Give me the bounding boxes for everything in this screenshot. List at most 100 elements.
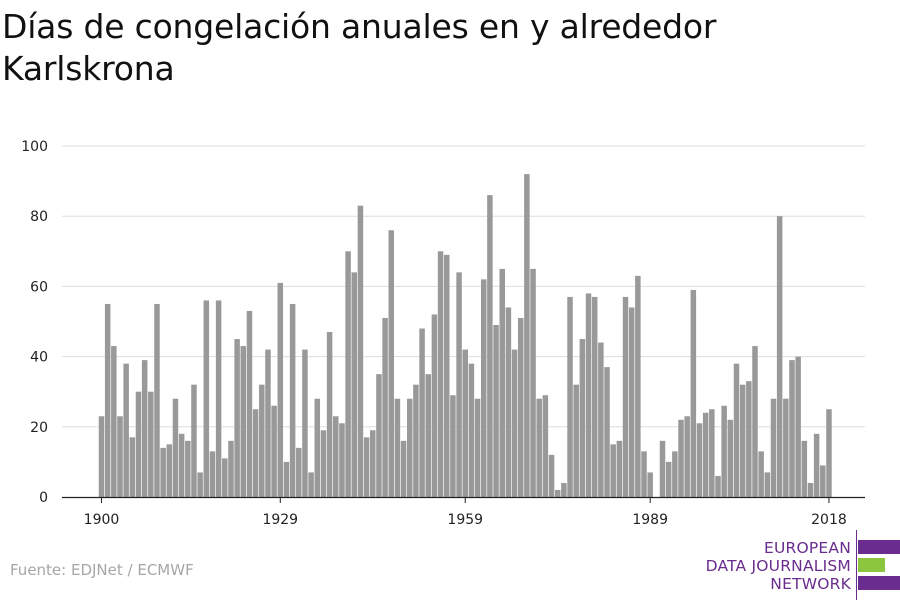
bar-1963 — [487, 195, 493, 497]
bar-1996 — [690, 289, 697, 497]
bar-1986 — [628, 307, 635, 497]
bar-2014 — [801, 440, 808, 497]
y-tick-labels: 0 20 40 60 80 100 — [21, 139, 48, 506]
bar-1997 — [696, 423, 703, 497]
bar-1955 — [437, 251, 444, 497]
chart-title: Días de congelación anuales en y alreded… — [2, 7, 717, 88]
bar-2002 — [727, 419, 734, 497]
bar-1976 — [567, 296, 573, 497]
bar-2005 — [746, 381, 752, 497]
bar-1993 — [672, 451, 678, 497]
bar-1909 — [154, 303, 160, 497]
y-tick-label: 0 — [39, 490, 48, 506]
bar-1974 — [554, 489, 561, 497]
bar-1981 — [598, 342, 604, 497]
bar-1982 — [604, 367, 610, 497]
bar-1928 — [271, 405, 277, 497]
bar-1962 — [480, 279, 487, 497]
source-note: Fuente: EDJNet / ECMWF — [10, 561, 194, 579]
bar-1948 — [394, 398, 401, 497]
logo-divider — [856, 530, 857, 600]
bar-1914 — [185, 440, 191, 497]
bar-2004 — [739, 384, 746, 497]
bar-1944 — [370, 430, 376, 497]
bar-2009 — [770, 398, 777, 497]
bar-1915 — [191, 384, 197, 497]
bar-1908 — [148, 391, 154, 497]
bar-1959 — [462, 349, 468, 497]
bar-1916 — [197, 472, 203, 497]
bar-1970 — [530, 268, 536, 497]
edjnet-logo: EUROPEAN DATA JOURNALISM NETWORK — [690, 530, 900, 600]
bar-1958 — [456, 272, 462, 497]
bar-1957 — [450, 395, 456, 497]
bar-1966 — [505, 307, 512, 497]
bar-1971 — [536, 398, 542, 497]
bar-1978 — [579, 339, 586, 497]
bar-2016 — [813, 433, 820, 497]
x-tick-label: 1900 — [84, 512, 120, 528]
y-tick-label: 100 — [21, 139, 48, 155]
bars — [98, 174, 832, 498]
bar-1931 — [289, 303, 296, 497]
x-axis: 1900 1929 1959 1989 2018 — [62, 496, 865, 528]
bar-1921 — [228, 440, 234, 497]
bar-1920 — [222, 458, 228, 497]
bar-2003 — [733, 363, 740, 497]
bar-1941 — [351, 272, 358, 497]
bar-1929 — [277, 282, 284, 497]
x-tick-label: 1989 — [632, 512, 668, 528]
y-tick-label: 40 — [30, 350, 48, 366]
bar-1954 — [431, 314, 438, 497]
bar-2012 — [789, 360, 795, 497]
bar-1937 — [326, 332, 333, 497]
bar-1942 — [357, 205, 364, 498]
bar-1923 — [240, 346, 247, 497]
bar-1964 — [493, 325, 499, 497]
bar-1975 — [561, 482, 567, 497]
bar-1977 — [573, 384, 579, 497]
bar-1951 — [413, 384, 419, 497]
bar-1938 — [333, 416, 339, 497]
bar-1913 — [178, 433, 185, 497]
bar-2010 — [776, 216, 783, 497]
bar-1946 — [382, 317, 388, 497]
bar-2007 — [758, 451, 764, 497]
bar-1917 — [203, 300, 210, 497]
y-tick-label: 60 — [30, 279, 48, 295]
bar-1936 — [320, 430, 327, 497]
bar-1968 — [517, 317, 524, 497]
bar-2017 — [820, 465, 826, 497]
bar-1961 — [474, 398, 481, 497]
bar-1967 — [511, 349, 518, 497]
bar-1940 — [345, 251, 351, 497]
x-tick-label: 2018 — [811, 512, 847, 528]
bar-1933 — [302, 349, 308, 497]
bar-1972 — [542, 395, 549, 497]
bar-1934 — [308, 472, 314, 497]
bar-1919 — [215, 300, 222, 497]
bar-2013 — [795, 356, 801, 497]
bar-2008 — [764, 472, 771, 497]
bar-1991 — [659, 440, 666, 497]
bar-1985 — [622, 296, 629, 497]
x-tick-label: 1929 — [262, 512, 298, 528]
bar-1998 — [702, 412, 709, 497]
bar-1904 — [123, 363, 129, 497]
bar-1902 — [111, 346, 117, 497]
bar-1918 — [209, 451, 216, 497]
bar-1905 — [129, 437, 136, 497]
bar-1973 — [548, 454, 555, 497]
bar-1987 — [635, 275, 641, 497]
bar-1903 — [117, 416, 123, 497]
bar-1927 — [265, 349, 271, 497]
bar-1988 — [641, 451, 647, 497]
bar-1925 — [252, 409, 259, 497]
bar-1922 — [234, 339, 240, 497]
bar-1984 — [616, 440, 623, 497]
bar-1901 — [104, 303, 111, 497]
bar-1900 — [98, 416, 105, 497]
bar-1983 — [610, 444, 616, 497]
logo-bar-bottom — [858, 576, 900, 590]
